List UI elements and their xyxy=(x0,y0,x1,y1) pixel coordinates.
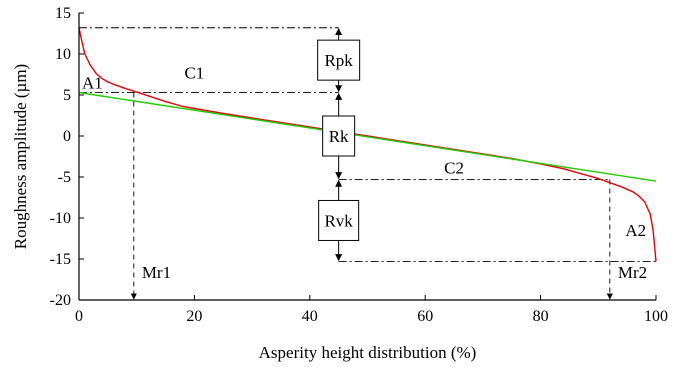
x-tick-label: 80 xyxy=(533,308,549,325)
y-tick-label: 10 xyxy=(55,46,71,63)
x-tick-label: 60 xyxy=(417,308,433,325)
box-layer: Rpk Rk Rvk xyxy=(317,39,361,241)
y-tick-label: -10 xyxy=(50,210,71,227)
y-tick-label: -5 xyxy=(58,169,71,186)
y-axis-label: Roughness amplitude (µm) xyxy=(11,64,30,249)
annotation-layer: A1 C1 C2 A2 Mr1 Mr2 xyxy=(79,27,656,300)
rk-box-label: Rk xyxy=(329,127,349,146)
y-tick-label: 5 xyxy=(63,87,71,104)
mr2-label: Mr2 xyxy=(618,263,647,282)
c1-label: C1 xyxy=(184,64,204,83)
y-tick-label: 0 xyxy=(63,128,71,145)
x-tick-label: 100 xyxy=(644,308,668,325)
rpk-box-label: Rpk xyxy=(324,51,353,70)
x-axis-label: Asperity height distribution (%) xyxy=(259,343,477,362)
x-tick-label: 0 xyxy=(75,308,83,325)
series-layer xyxy=(78,27,657,262)
a2-label: A2 xyxy=(625,221,646,240)
rk-box xyxy=(322,115,356,157)
c2-label: C2 xyxy=(444,158,464,177)
rpk-box xyxy=(317,39,361,81)
a1-label: A1 xyxy=(82,74,103,93)
rvk-box xyxy=(318,199,360,241)
y-tick-label: -20 xyxy=(50,292,71,309)
axes-layer: 0 20 40 60 80 100 15 10 5 0 -5 -10 -15 -20 xyxy=(50,5,668,325)
y-tick-label: -15 xyxy=(50,251,71,268)
mr1-label: Mr1 xyxy=(142,263,171,282)
y-tick-label: 15 xyxy=(55,5,71,22)
profile-curve xyxy=(78,27,657,262)
x-tick-label: 20 xyxy=(186,308,202,325)
x-tick-label: 40 xyxy=(302,308,318,325)
rvk-box-label: Rvk xyxy=(324,211,353,230)
linear-fit-line xyxy=(78,91,657,182)
